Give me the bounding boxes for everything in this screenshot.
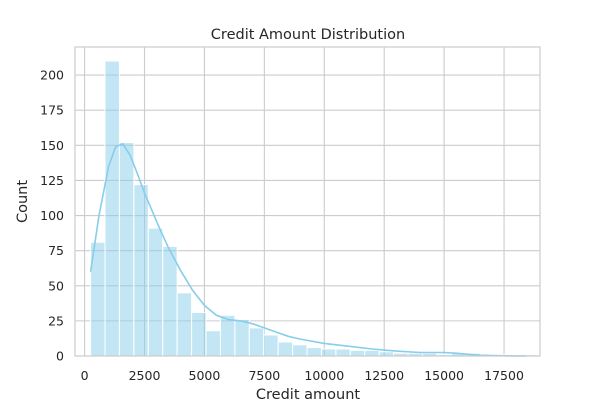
- histogram-bar-20: [378, 351, 395, 357]
- chart-title: Credit Amount Distribution: [211, 27, 405, 43]
- x-tick-label-7: 17500: [484, 368, 524, 383]
- y-axis-label: Count: [15, 180, 31, 223]
- y-tick-label-1: 25: [48, 313, 64, 328]
- kde-curve-group: [89, 142, 527, 357]
- histogram-bar-10: [234, 318, 250, 357]
- histogram-bar-9: [219, 314, 236, 357]
- y-tick-label-7: 175: [40, 103, 64, 118]
- histogram-bar-17: [335, 348, 351, 357]
- histogram-bar-8: [205, 330, 221, 357]
- y-tick-label-8: 200: [40, 68, 64, 83]
- kde-curve: [89, 142, 527, 357]
- x-tick-label-0: 0: [81, 368, 89, 383]
- y-tick-label-4: 100: [40, 208, 64, 223]
- histogram-bar-14: [292, 344, 308, 357]
- y-tick-label-2: 50: [48, 278, 64, 293]
- histogram-bar-19: [364, 349, 380, 357]
- histogram-bar-7: [191, 311, 207, 357]
- histogram-bar-4: [147, 227, 164, 357]
- histogram-bar-1: [104, 60, 120, 357]
- histogram-bar-12: [263, 334, 279, 357]
- histogram-bar-11: [248, 327, 265, 357]
- y-tick-label-6: 150: [40, 138, 64, 153]
- x-tick-label-6: 15000: [424, 368, 464, 383]
- y-tick-label-5: 125: [40, 173, 64, 188]
- histogram-bar-3: [133, 184, 149, 357]
- histogram-bar-16: [320, 348, 337, 357]
- x-tick-label-2: 5000: [189, 368, 221, 383]
- x-tick-label-4: 10000: [304, 368, 344, 383]
- histogram-bar-18: [349, 349, 366, 357]
- histogram-bars: [90, 60, 539, 357]
- histogram-bar-5: [162, 245, 178, 357]
- x-tick-label-5: 12500: [364, 368, 404, 383]
- x-tick-label-3: 7500: [248, 368, 280, 383]
- histogram-bar-6: [176, 292, 193, 357]
- histogram-bar-13: [277, 341, 294, 357]
- histogram-bar-2: [118, 142, 135, 357]
- y-tick-label-0: 0: [56, 349, 64, 364]
- plot-frame: [74, 46, 541, 357]
- y-tick-label-3: 75: [48, 243, 64, 258]
- x-axis-label: Credit amount: [256, 387, 360, 400]
- x-tick-label-1: 2500: [129, 368, 161, 383]
- y-tick-labels: 0 25 50 75 100 125 150 175 200: [40, 68, 64, 364]
- x-tick-labels: 0 2500 5000 7500 10000 12500 15000 17500: [81, 368, 524, 383]
- histogram-bar-15: [306, 347, 322, 357]
